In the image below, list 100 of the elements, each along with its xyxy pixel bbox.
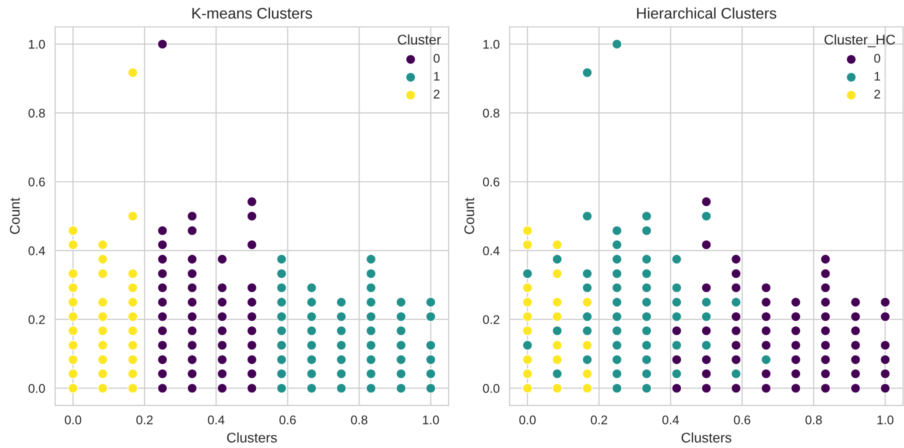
point: [820, 311, 831, 322]
point: [612, 383, 622, 394]
point: [612, 354, 622, 365]
point: [612, 268, 622, 279]
point: [880, 383, 890, 394]
point: [552, 296, 562, 308]
point: [306, 311, 317, 322]
point: [68, 239, 78, 250]
point: [128, 268, 138, 279]
point: [68, 296, 78, 308]
y-tick-label: 0.6: [483, 178, 500, 186]
point: [276, 368, 287, 380]
point: [760, 354, 772, 365]
point: [850, 311, 861, 322]
point: [128, 354, 138, 365]
point: [426, 383, 436, 394]
point: [790, 311, 802, 322]
point: [246, 210, 258, 222]
point: [701, 296, 712, 308]
point: [186, 225, 198, 236]
point: [366, 296, 376, 308]
point: [582, 210, 592, 222]
point: [820, 254, 831, 264]
x-tick-label: 0.2: [590, 415, 608, 424]
point: [820, 354, 831, 365]
point: [97, 383, 108, 394]
point: [68, 383, 78, 394]
point: [582, 311, 592, 322]
point: [336, 354, 347, 365]
point: [276, 326, 287, 336]
point: [880, 311, 890, 322]
point: [246, 326, 258, 336]
x-tick-label: 0.4: [208, 415, 224, 424]
point: [730, 268, 742, 279]
point: [157, 354, 168, 365]
legend-label: 0: [874, 54, 880, 63]
point: [641, 340, 652, 350]
point: [522, 326, 533, 336]
point: [612, 254, 622, 264]
point: [97, 254, 108, 264]
point: [128, 210, 138, 222]
point: [68, 311, 78, 322]
point: [701, 340, 712, 350]
point: [850, 296, 861, 308]
y-tick-label: 0.8: [483, 108, 500, 118]
point: [820, 282, 831, 293]
point: [157, 268, 168, 279]
point: [641, 354, 652, 365]
point: [366, 268, 376, 279]
point: [522, 225, 533, 236]
point: [701, 383, 712, 394]
point: [641, 368, 652, 380]
point: [701, 368, 712, 380]
point: [582, 383, 592, 394]
legend-title: Cluster_HC: [824, 34, 896, 48]
y-tick-label: 0.4: [483, 246, 500, 256]
y-axis-title: Count: [464, 198, 474, 234]
point: [612, 368, 622, 380]
point: [366, 326, 376, 336]
point: [730, 296, 742, 308]
point: [671, 326, 682, 336]
point: [276, 311, 287, 322]
x-tick-label: 0.4: [662, 415, 679, 424]
point: [396, 368, 406, 380]
point: [612, 239, 622, 250]
point: [880, 296, 890, 308]
point: [68, 268, 78, 279]
point: [612, 225, 622, 236]
point: [216, 296, 228, 308]
point: [216, 282, 228, 293]
point: [582, 326, 592, 336]
point: [97, 354, 108, 365]
legend-label: 1: [874, 72, 880, 81]
point: [552, 268, 562, 279]
y-tick-label: 1.0: [29, 40, 45, 49]
y-tick-label: 0.6: [28, 178, 45, 186]
point: [582, 268, 592, 279]
legend-label: 2: [434, 90, 440, 98]
point: [186, 254, 198, 264]
point: [552, 340, 562, 350]
point: [552, 239, 562, 250]
point: [760, 296, 772, 308]
y-tick-label: 0.2: [28, 315, 45, 324]
legend-label: 1: [434, 72, 440, 81]
point: [246, 340, 258, 350]
x-axis-title: Clusters: [682, 432, 732, 443]
point: [336, 311, 347, 322]
point: [68, 354, 78, 365]
point: [216, 340, 228, 350]
point: [790, 296, 802, 308]
point: [396, 383, 406, 394]
point: [216, 254, 228, 264]
point: [426, 311, 436, 322]
point: [68, 340, 78, 350]
point: [246, 368, 258, 380]
point: [552, 326, 562, 336]
point: [850, 354, 861, 365]
point: [157, 383, 168, 394]
point: [790, 354, 802, 365]
point: [820, 268, 831, 279]
